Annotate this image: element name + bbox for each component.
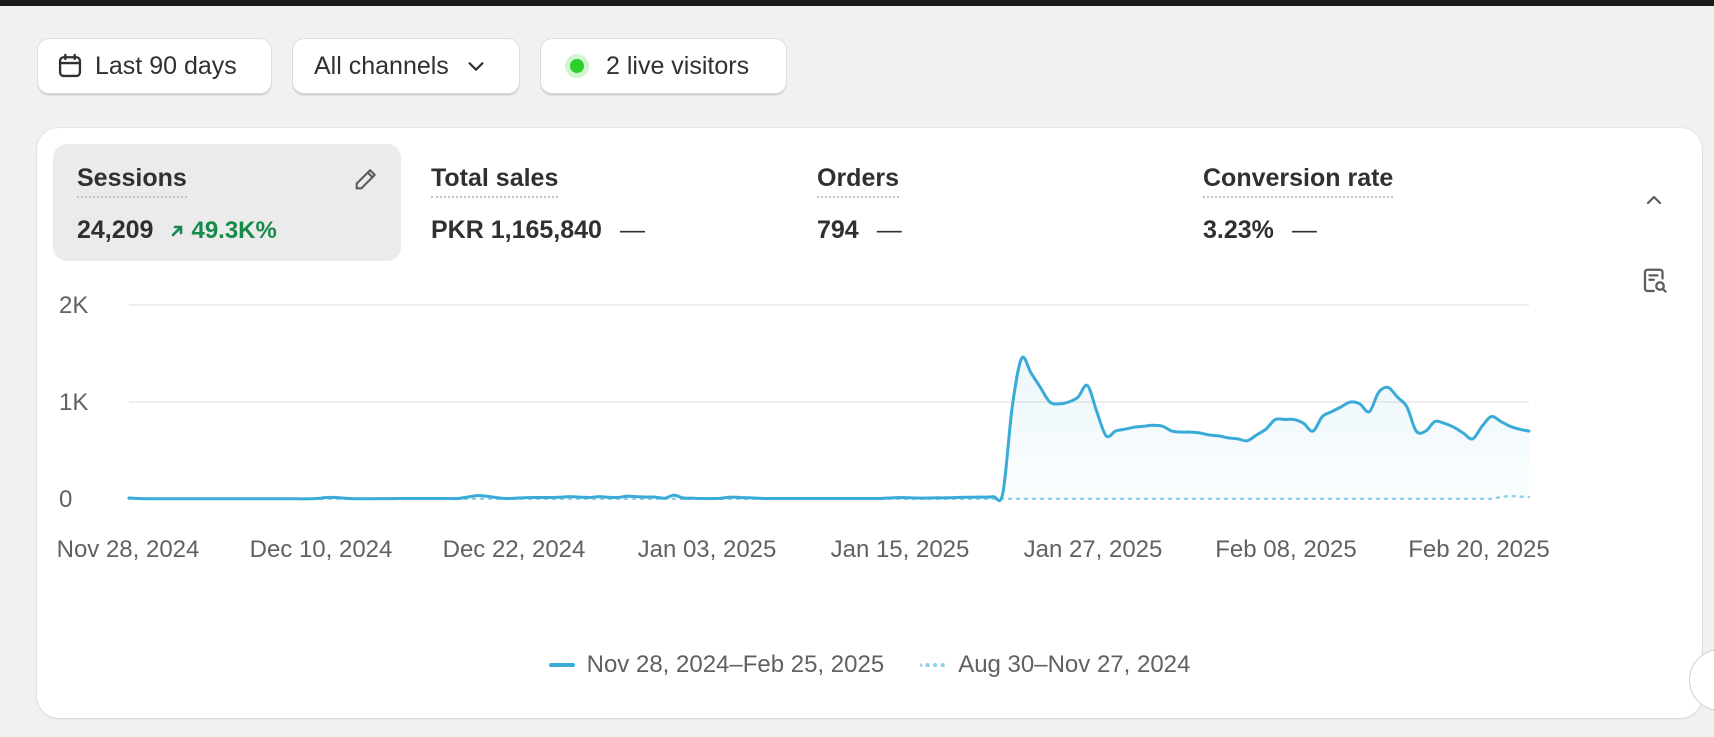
metric-tab-total-sales[interactable]: Total sales PKR 1,165,840 — (407, 144, 747, 261)
y-tick-label: 1K (59, 389, 88, 416)
metric-value: 3.23% (1203, 216, 1274, 244)
chart-legend: Nov 28, 2024–Feb 25, 2025 Aug 30–Nov 27,… (37, 651, 1702, 679)
live-dot-icon (562, 51, 592, 81)
metric-label: Sessions (77, 164, 187, 198)
x-tick-label: Jan 27, 2025 (1024, 536, 1163, 563)
x-tick-label: Nov 28, 2024 (57, 536, 200, 563)
collapse-button[interactable] (1637, 185, 1671, 219)
metric-change: — (1291, 216, 1317, 244)
legend-item-current[interactable]: Nov 28, 2024–Feb 25, 2025 (548, 651, 885, 679)
metric-tab-sessions[interactable]: Sessions 24,209 49.3K% (53, 144, 401, 261)
date-range-button[interactable]: Last 90 days (37, 38, 272, 94)
metric-change: 49.3K% (169, 216, 277, 245)
metric-value: 794 (817, 216, 859, 244)
sessions-chart: 0 1K 2K Nov 28, 2024 Dec 10, 2024 Dec 22, 20… (57, 292, 1550, 563)
edit-metric-button[interactable] (349, 164, 383, 198)
x-tick-label: Feb 20, 2025 (1408, 536, 1549, 563)
metric-label: Total sales (431, 164, 559, 198)
analytics-card: Sessions 24,209 49.3K% (37, 128, 1702, 718)
x-tick-label: Jan 15, 2025 (831, 536, 970, 563)
metric-tab-orders[interactable]: Orders 794 — (793, 144, 1133, 261)
series-area-current (129, 357, 1529, 501)
y-tick-label: 2K (59, 292, 88, 319)
live-visitors-button[interactable]: 2 live visitors (540, 38, 787, 94)
calendar-icon (55, 51, 85, 81)
pencil-icon (352, 165, 380, 198)
channels-label: All channels (314, 51, 449, 80)
metric-label: Orders (817, 164, 899, 198)
x-tick-label: Feb 08, 2025 (1215, 536, 1356, 563)
date-range-label: Last 90 days (95, 51, 237, 80)
x-tick-label: Jan 03, 2025 (638, 536, 777, 563)
metric-tab-conversion-rate[interactable]: Conversion rate 3.23% — (1179, 144, 1519, 261)
metric-label: Conversion rate (1203, 164, 1394, 198)
metric-value: 24,209 (77, 216, 154, 244)
view-report-button[interactable] (1638, 266, 1672, 300)
series-line-current[interactable] (127, 355, 1531, 503)
channels-dropdown[interactable]: All channels (292, 38, 520, 94)
legend-item-previous[interactable]: Aug 30–Nov 27, 2024 (920, 651, 1190, 679)
legend-swatch (920, 663, 947, 667)
metric-change-value: 49.3K% (191, 216, 277, 244)
y-tick-label: 0 (59, 486, 72, 513)
chevron-up-icon (1642, 188, 1666, 217)
metric-change: — (619, 216, 645, 244)
arrow-up-right-icon (169, 223, 185, 239)
x-tick-label: Dec 22, 2024 (443, 536, 586, 563)
live-visitors-label: 2 live visitors (606, 51, 750, 80)
window-top-edge (0, 0, 1714, 6)
legend-swatch (548, 663, 575, 667)
metric-value: PKR 1,165,840 (431, 216, 602, 244)
legend-label: Nov 28, 2024–Feb 25, 2025 (586, 651, 885, 678)
search-report-icon (1640, 266, 1670, 301)
chevron-down-icon (463, 53, 489, 79)
x-tick-label: Dec 10, 2024 (250, 536, 393, 563)
legend-label: Aug 30–Nov 27, 2024 (958, 651, 1191, 678)
metric-change: — (876, 216, 902, 244)
